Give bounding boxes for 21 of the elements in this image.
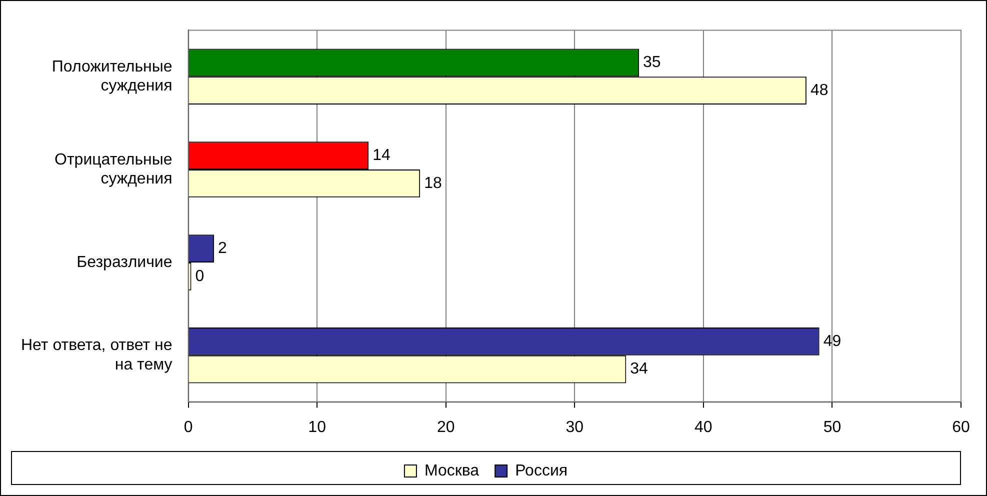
x-tick-label: 40 (694, 418, 712, 436)
legend-label: Москва (424, 462, 480, 480)
y-tick-label: Отрицательные суждения (54, 151, 172, 188)
x-tick-label: 0 (184, 418, 193, 436)
data-label: 49 (823, 332, 842, 350)
legend-label: Россия (515, 462, 568, 480)
x-tick-label: 10 (308, 418, 326, 436)
y-tick-label: Положительные суждения (52, 58, 172, 95)
y-tick-label: Нет ответа, ответ не на тему (21, 337, 172, 374)
x-tick-label: 30 (566, 418, 584, 436)
y-tick-label: Безразличие (76, 254, 172, 271)
data-label: 35 (643, 54, 661, 72)
data-label: 48 (810, 82, 828, 99)
data-label: 14 (372, 147, 390, 164)
data-label: 2 (218, 240, 228, 257)
data-label: 34 (630, 360, 648, 378)
x-tick-label: 50 (823, 418, 842, 436)
data-label: 18 (424, 174, 442, 192)
data-label: 0 (195, 268, 204, 285)
x-tick-label: 60 (952, 418, 970, 436)
x-tick-label: 20 (436, 418, 455, 436)
